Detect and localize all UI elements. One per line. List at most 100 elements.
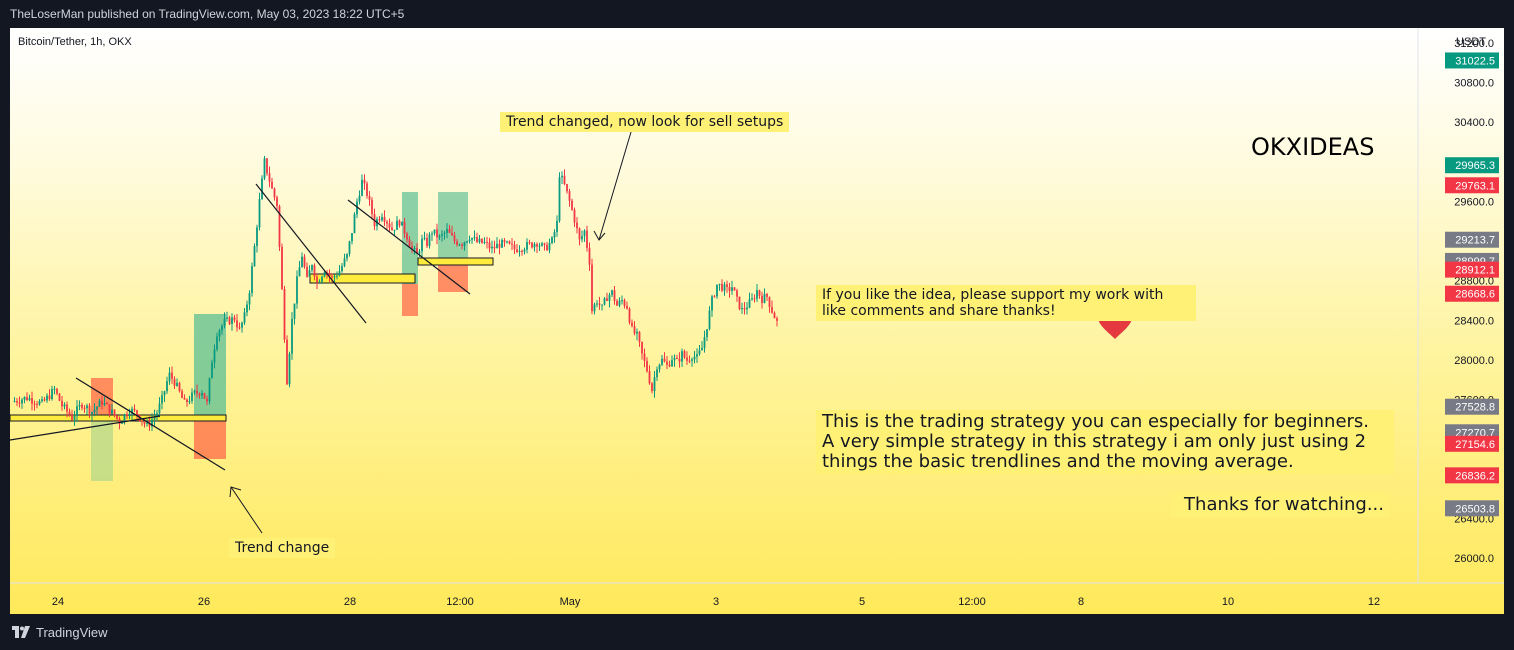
candle-body bbox=[208, 378, 211, 402]
candle-body bbox=[673, 357, 676, 361]
x-tick-label: 12:00 bbox=[958, 596, 986, 608]
candle-body bbox=[451, 232, 453, 236]
candle-body bbox=[333, 276, 336, 278]
candle-body bbox=[308, 270, 311, 277]
candle-body bbox=[211, 362, 213, 379]
candle-body bbox=[183, 397, 186, 400]
candle-body bbox=[291, 318, 293, 354]
candle-body bbox=[196, 390, 198, 394]
candle-body bbox=[773, 312, 776, 319]
candle-body bbox=[691, 359, 693, 361]
candle-body bbox=[198, 393, 201, 396]
currency-label: USDT bbox=[1456, 36, 1486, 48]
candle-body bbox=[53, 388, 56, 390]
candle-body bbox=[136, 410, 138, 415]
symbol-label[interactable]: Bitcoin/Tether, 1h, OKX bbox=[18, 36, 132, 48]
time-axis[interactable]: 24 26 28 12:00 May 3 5 12:00 8 10 12 bbox=[52, 596, 1380, 608]
candle-body bbox=[626, 305, 628, 309]
price-label-box bbox=[1445, 231, 1499, 248]
candle-body bbox=[701, 348, 703, 351]
candle-body bbox=[413, 247, 416, 249]
candle-body bbox=[658, 364, 661, 370]
candle-body bbox=[228, 317, 231, 325]
candle-body bbox=[26, 396, 28, 401]
candle-body bbox=[123, 414, 126, 422]
candle-body bbox=[731, 287, 733, 291]
candle-body bbox=[338, 271, 341, 276]
candle-body bbox=[381, 216, 383, 221]
chart-area[interactable]: 31200.030800.030400.030000.029600.029200… bbox=[9, 28, 1504, 614]
candle-body bbox=[126, 414, 128, 417]
candle-body bbox=[493, 246, 496, 249]
candle-body bbox=[608, 294, 611, 301]
trendline-4 bbox=[347, 199, 471, 295]
candle-body bbox=[176, 382, 178, 386]
candle-body bbox=[231, 317, 233, 325]
candle-body bbox=[158, 403, 161, 414]
candle-body bbox=[168, 372, 171, 382]
candle-body bbox=[188, 401, 191, 403]
x-tick-label: 26 bbox=[198, 596, 210, 608]
candle-body bbox=[378, 219, 381, 221]
candle-body bbox=[246, 304, 248, 313]
candle-body bbox=[313, 265, 316, 277]
y-tick-label: 31200.0 bbox=[1454, 38, 1494, 50]
candle-body bbox=[331, 275, 333, 278]
candle-body bbox=[268, 173, 271, 182]
candle-body bbox=[528, 242, 531, 244]
candle-body bbox=[688, 360, 691, 362]
candle-body bbox=[323, 272, 326, 277]
candle-body bbox=[678, 358, 681, 362]
candle-body bbox=[556, 220, 558, 233]
candle-body bbox=[166, 381, 168, 392]
candle-body bbox=[131, 408, 133, 414]
candle-body bbox=[161, 395, 163, 404]
candle-body bbox=[676, 357, 678, 359]
candle-body bbox=[753, 298, 756, 300]
candle-body bbox=[303, 256, 306, 267]
candle-body bbox=[33, 403, 36, 405]
candle-body bbox=[203, 392, 206, 399]
price-label-box bbox=[1445, 261, 1499, 278]
candle-body bbox=[421, 238, 423, 252]
candle-body bbox=[441, 233, 443, 236]
candle-body bbox=[486, 241, 488, 243]
candle-body bbox=[151, 419, 153, 427]
trendline-3 bbox=[255, 183, 367, 324]
candle-body bbox=[218, 330, 221, 337]
candle-body bbox=[593, 304, 596, 312]
tradingview-logo[interactable]: TradingView bbox=[12, 625, 108, 640]
candle-body bbox=[223, 318, 226, 326]
candle-body bbox=[583, 230, 586, 237]
strategy-line-1: This is the trading strategy you can esp… bbox=[822, 411, 1370, 432]
candle-body bbox=[741, 308, 743, 310]
candle-body bbox=[636, 331, 638, 334]
x-tick-label: 24 bbox=[52, 596, 64, 608]
candle-body bbox=[733, 287, 736, 291]
price-chart[interactable]: 31200.030800.030400.030000.029600.029200… bbox=[9, 28, 1504, 614]
candle-body bbox=[736, 290, 738, 297]
price-label: 27154.6 bbox=[1455, 439, 1495, 451]
candle-body bbox=[51, 389, 53, 400]
candle-body bbox=[663, 358, 666, 362]
strategy-line-3: things the basic trendlines and the movi… bbox=[822, 451, 1294, 472]
candle-body bbox=[346, 253, 348, 259]
candle-body bbox=[133, 408, 136, 411]
candle-body bbox=[476, 237, 478, 243]
candle-body bbox=[461, 244, 463, 247]
candle-body bbox=[518, 250, 521, 252]
price-axis[interactable]: 31200.030800.030400.030000.029600.029200… bbox=[1445, 38, 1499, 565]
candle-body bbox=[456, 241, 458, 245]
price-label: 31022.5 bbox=[1455, 55, 1495, 67]
publish-text: TheLoserMan published on TradingView.com… bbox=[10, 7, 405, 21]
candle-body bbox=[686, 357, 688, 361]
price-label-box bbox=[1445, 157, 1499, 174]
candle-body bbox=[351, 233, 353, 242]
candle-body bbox=[713, 296, 716, 298]
candle-body bbox=[186, 399, 188, 403]
candle-body bbox=[708, 310, 711, 330]
price-label: 29965.3 bbox=[1455, 160, 1495, 172]
candle-body bbox=[193, 390, 196, 393]
y-tick-label: 29600.0 bbox=[1454, 196, 1494, 208]
candle-body bbox=[728, 286, 731, 291]
